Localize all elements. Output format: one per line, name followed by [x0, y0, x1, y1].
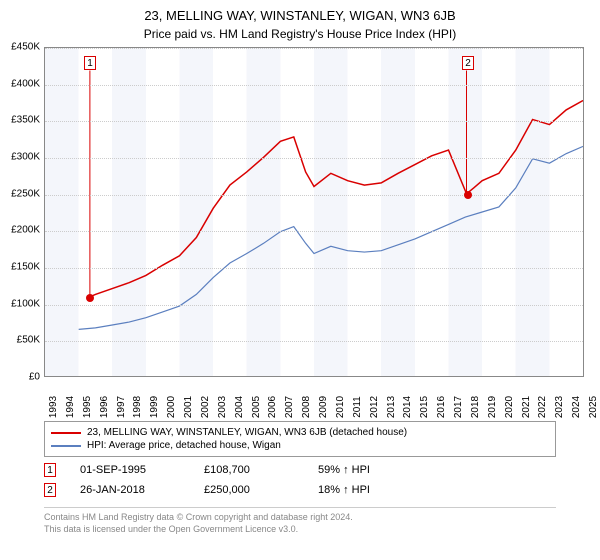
sale-delta: 59% ↑ HPI [318, 464, 370, 476]
x-axis-label: 1999 [149, 392, 160, 422]
sale-price: £108,700 [204, 464, 294, 476]
marker-box: 2 [462, 56, 474, 70]
y-axis-label: £400K [0, 78, 40, 89]
chart-subtitle: Price paid vs. HM Land Registry's House … [0, 23, 600, 45]
x-axis-label: 2000 [166, 392, 177, 422]
y-axis-label: £250K [0, 188, 40, 199]
chart-area: 12 £0£50K£100K£150K£200K£250K£300K£350K£… [0, 45, 600, 415]
gridline-h [45, 305, 583, 306]
y-axis-label: £50K [0, 335, 40, 346]
plot-region: 12 [44, 47, 584, 377]
chart-container: 23, MELLING WAY, WINSTANLEY, WIGAN, WN3 … [0, 0, 600, 560]
y-axis-label: £350K [0, 115, 40, 126]
line-svg [45, 48, 583, 376]
y-axis-label: £150K [0, 262, 40, 273]
x-axis-label: 2011 [352, 392, 363, 422]
y-axis-label: £300K [0, 152, 40, 163]
x-axis-label: 2005 [251, 392, 262, 422]
x-axis-label: 2009 [318, 392, 329, 422]
legend-row: 23, MELLING WAY, WINSTANLEY, WIGAN, WN3 … [51, 426, 549, 439]
legend-swatch [51, 432, 81, 434]
x-axis-label: 2023 [554, 392, 565, 422]
legend-row: HPI: Average price, detached house, Wiga… [51, 439, 549, 452]
legend-label: 23, MELLING WAY, WINSTANLEY, WIGAN, WN3 … [87, 427, 407, 438]
x-axis-label: 2013 [386, 392, 397, 422]
sale-row: 2 26-JAN-2018 £250,000 18% ↑ HPI [44, 483, 556, 497]
x-axis-label: 2022 [537, 392, 548, 422]
legend-swatch [51, 445, 81, 447]
x-axis-label: 2006 [267, 392, 278, 422]
sale-date: 26-JAN-2018 [80, 484, 180, 496]
legend-label: HPI: Average price, detached house, Wiga… [87, 440, 281, 451]
x-axis-label: 2012 [369, 392, 380, 422]
footer-line-1: Contains HM Land Registry data © Crown c… [44, 512, 556, 524]
x-axis-label: 2014 [402, 392, 413, 422]
sale-marker: 1 [44, 463, 56, 477]
sale-delta: 18% ↑ HPI [318, 484, 370, 496]
y-axis-label: £200K [0, 225, 40, 236]
x-axis-label: 2002 [200, 392, 211, 422]
x-axis-label: 2018 [470, 392, 481, 422]
x-axis-label: 1997 [116, 392, 127, 422]
x-axis-label: 2007 [284, 392, 295, 422]
x-axis-label: 2016 [436, 392, 447, 422]
sale-price: £250,000 [204, 484, 294, 496]
x-axis-label: 1993 [48, 392, 59, 422]
footer-line-2: This data is licensed under the Open Gov… [44, 524, 556, 536]
marker-dot [86, 294, 94, 302]
x-axis-label: 2001 [183, 392, 194, 422]
x-axis-label: 2004 [234, 392, 245, 422]
y-axis-label: £100K [0, 298, 40, 309]
gridline-h [45, 48, 583, 49]
x-axis-label: 2024 [571, 392, 582, 422]
marker-dot [464, 191, 472, 199]
x-axis-label: 2020 [504, 392, 515, 422]
gridline-h [45, 85, 583, 86]
y-axis-label: £450K [0, 42, 40, 53]
x-axis-label: 2025 [588, 392, 599, 422]
x-axis-label: 2015 [419, 392, 430, 422]
x-axis-label: 1996 [99, 392, 110, 422]
legend: 23, MELLING WAY, WINSTANLEY, WIGAN, WN3 … [44, 421, 556, 457]
x-axis-label: 1994 [65, 392, 76, 422]
sales-table: 1 01-SEP-1995 £108,700 59% ↑ HPI 2 26-JAN-201… [0, 463, 600, 497]
gridline-h [45, 341, 583, 342]
marker-box: 1 [84, 56, 96, 70]
x-axis-label: 2021 [521, 392, 532, 422]
x-axis-label: 1998 [132, 392, 143, 422]
x-axis-label: 2017 [453, 392, 464, 422]
gridline-h [45, 195, 583, 196]
sale-date: 01-SEP-1995 [80, 464, 180, 476]
gridline-h [45, 231, 583, 232]
x-axis-label: 2003 [217, 392, 228, 422]
x-axis-label: 2008 [301, 392, 312, 422]
gridline-h [45, 158, 583, 159]
sale-marker: 2 [44, 483, 56, 497]
x-axis-label: 2010 [335, 392, 346, 422]
gridline-h [45, 121, 583, 122]
gridline-h [45, 268, 583, 269]
x-axis-label: 1995 [82, 392, 93, 422]
sale-row: 1 01-SEP-1995 £108,700 59% ↑ HPI [44, 463, 556, 477]
chart-title-address: 23, MELLING WAY, WINSTANLEY, WIGAN, WN3 … [0, 0, 600, 23]
x-axis-label: 2019 [487, 392, 498, 422]
footer-attribution: Contains HM Land Registry data © Crown c… [44, 507, 556, 535]
y-axis-label: £0 [0, 372, 40, 383]
